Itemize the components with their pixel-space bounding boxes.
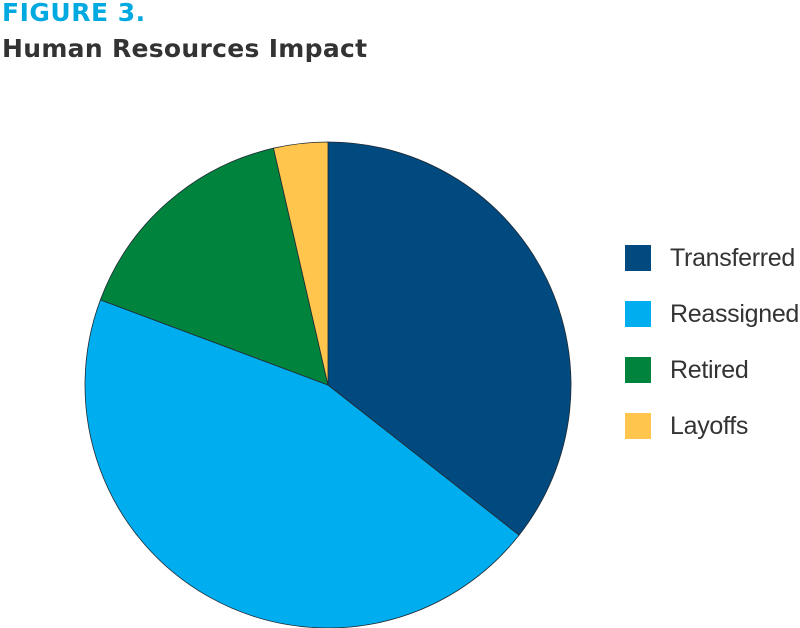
legend-item-retired: Retired (625, 342, 800, 398)
legend: Transferred Reassigned Retired Layoffs (625, 230, 800, 454)
pie-slice-transferred (327, 141, 572, 536)
pie-slice-retired (100, 147, 329, 386)
pie-slice-reassigned (84, 299, 520, 628)
legend-swatch-reassigned (625, 301, 651, 327)
legend-label-transferred: Transferred (670, 243, 795, 272)
legend-item-layoffs: Layoffs (625, 398, 800, 454)
legend-label-layoffs: Layoffs (670, 411, 749, 440)
legend-item-transferred: Transferred (625, 230, 800, 286)
legend-label-retired: Retired (670, 355, 749, 384)
legend-swatch-transferred (625, 245, 651, 271)
legend-item-reassigned: Reassigned (625, 286, 800, 342)
pie-slices (84, 141, 572, 628)
legend-swatch-retired (625, 357, 651, 383)
chart-title: Human Resources Impact (2, 34, 368, 63)
pie-slice-layoffs (273, 141, 329, 386)
figure-label: FIGURE 3. (2, 0, 146, 27)
legend-label-reassigned: Reassigned (670, 299, 800, 328)
legend-swatch-layoffs (625, 413, 651, 439)
